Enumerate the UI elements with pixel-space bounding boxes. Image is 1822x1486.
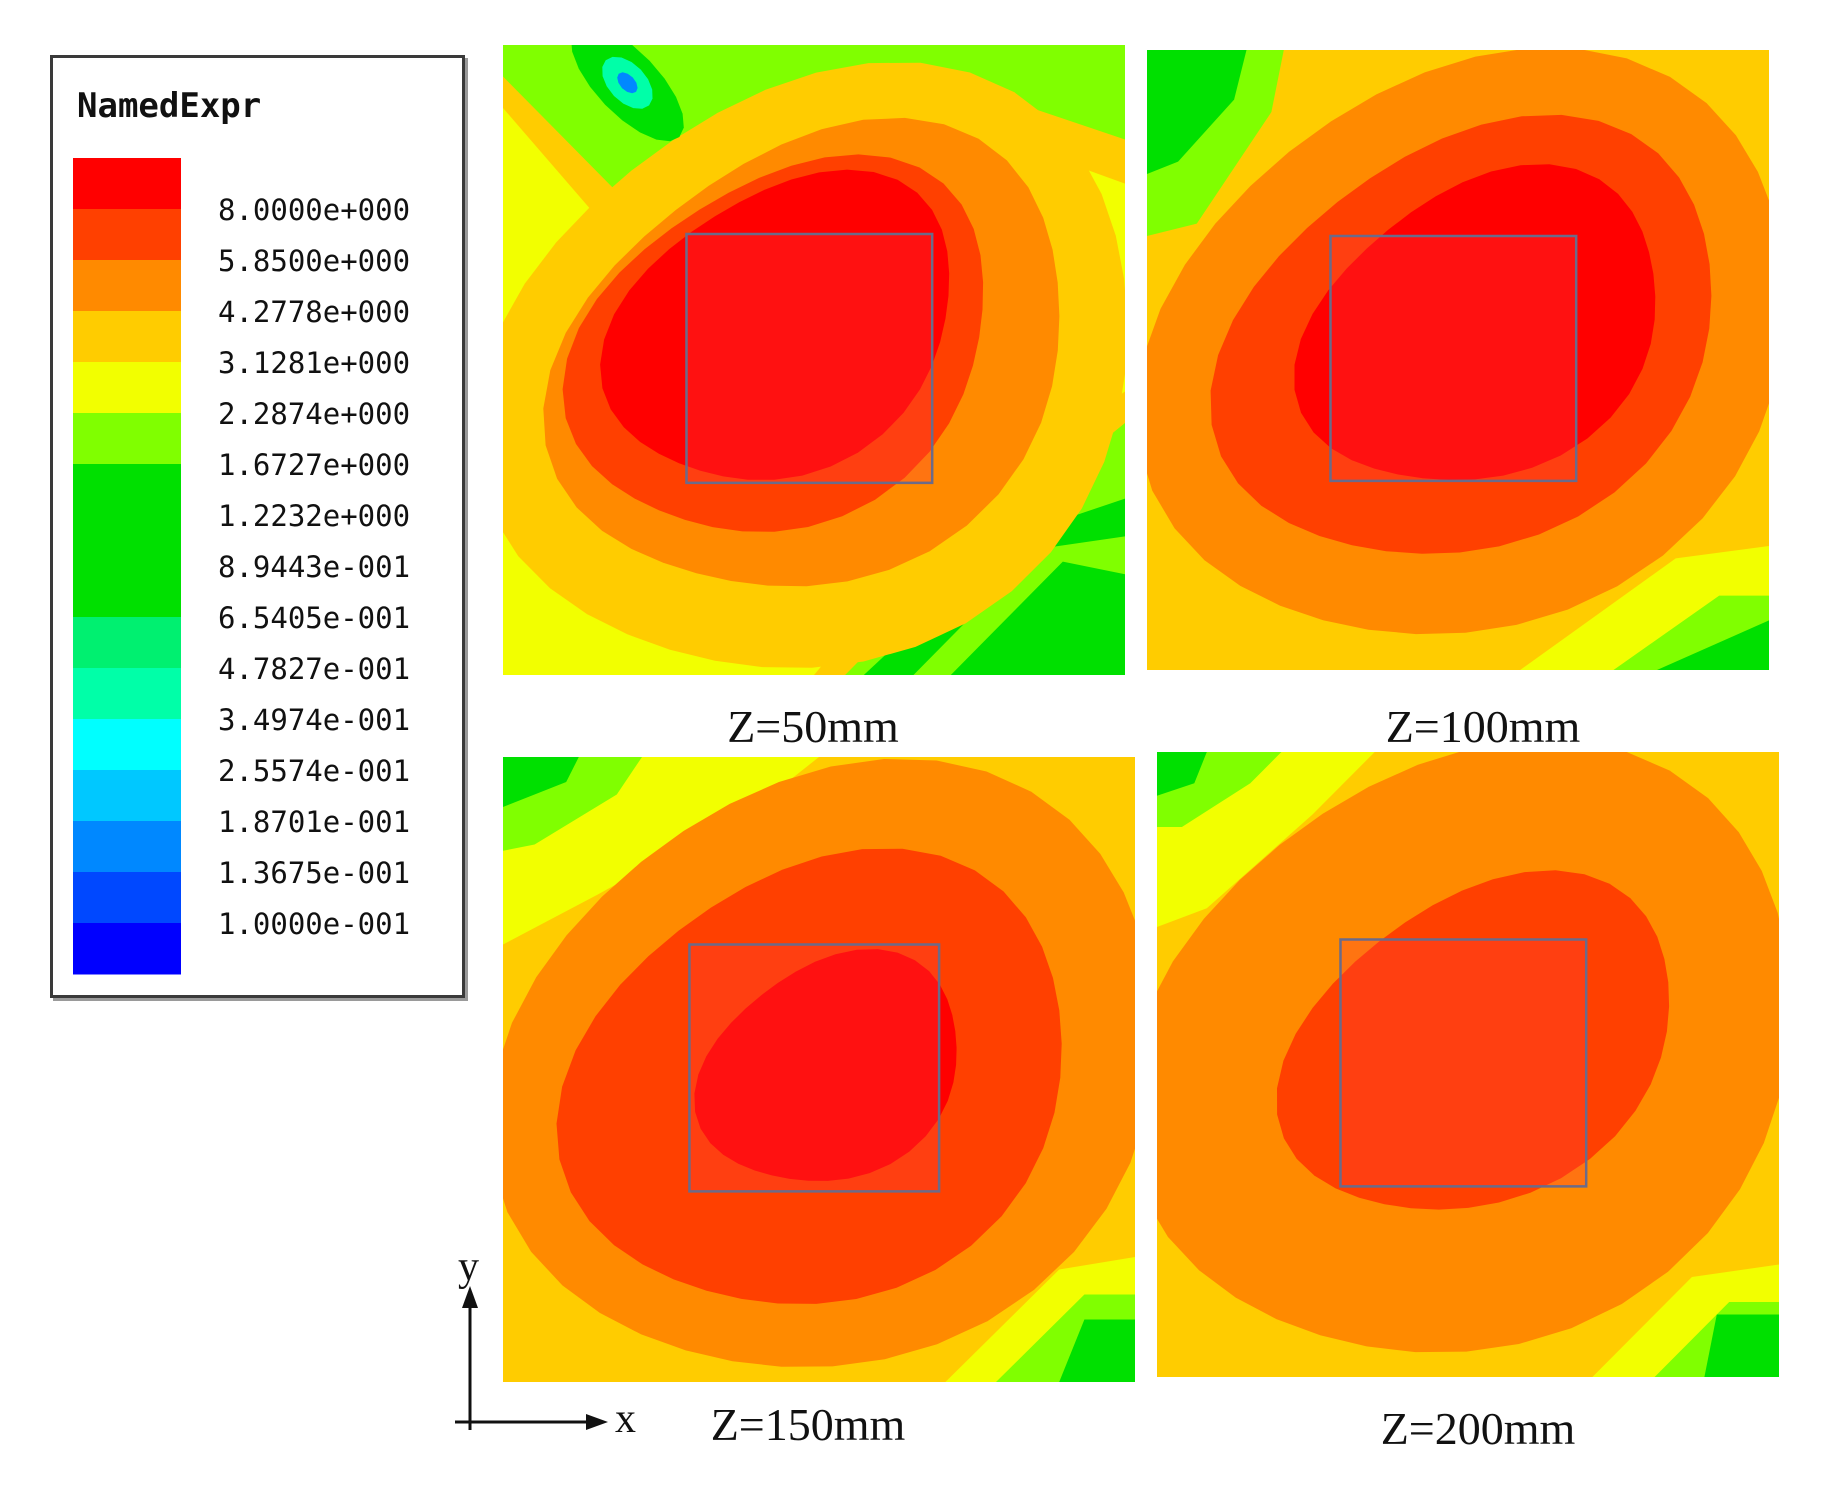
x-axis-label: x (615, 1396, 636, 1442)
legend-band-7 (73, 515, 181, 567)
sensor-square-outline (685, 232, 934, 485)
legend-band-8 (73, 566, 181, 618)
legend-band-3 (73, 311, 181, 363)
contour-region (1157, 752, 1207, 796)
legend-level-label: 1.2232e+000 (218, 499, 410, 533)
legend-level-label: 2.5574e-001 (218, 754, 410, 788)
contour-region (1277, 870, 1670, 1210)
contour-panel-z200 (1157, 752, 1779, 1377)
legend-band-5 (73, 413, 181, 465)
legend-scale: 8.0000e+000 5.8500e+000 4.2778e+000 3.1281e… (73, 158, 410, 975)
legend-band-14 (73, 872, 181, 924)
contour-region (503, 757, 579, 807)
contour-panel-z100 (1147, 50, 1769, 670)
contour-region (1059, 1319, 1135, 1382)
legend-level-label: 4.2778e+000 (218, 295, 410, 329)
panel-caption-z200: Z=200mm (1380, 1403, 1576, 1454)
legend-band-10 (73, 668, 181, 720)
legend-level-label: 1.6727e+000 (218, 448, 410, 482)
contour-region (617, 72, 638, 94)
y-axis-arrowhead (462, 1286, 478, 1308)
legend-band-0 (73, 158, 181, 210)
legend-band-6 (73, 464, 181, 516)
sensor-square-outline (1329, 234, 1578, 483)
legend-band-12 (73, 770, 181, 822)
legend-band-9 (73, 617, 181, 669)
panel-caption-z50: Z=50mm (727, 701, 899, 752)
contour-region (1704, 1314, 1779, 1377)
contour-region (694, 949, 957, 1181)
legend-level-label: 8.0000e+000 (218, 193, 410, 227)
panel-caption-z150: Z=150mm (710, 1399, 906, 1450)
legend-level-label: 2.2874e+000 (218, 397, 410, 431)
contour-region (1657, 620, 1769, 670)
legend-band-15 (73, 923, 181, 975)
legend-band-13 (73, 821, 181, 873)
legend-level-label: 6.5405e-001 (218, 601, 410, 635)
legend-title: NamedExpr (77, 86, 262, 126)
legend-band-2 (73, 260, 181, 312)
legend-level-label: 5.8500e+000 (218, 244, 410, 278)
legend-band-11 (73, 719, 181, 771)
legend-level-label: 1.3675e-001 (218, 856, 410, 890)
panel-caption-z100: Z=100mm (1385, 701, 1581, 752)
legend-level-label: 4.7827e-001 (218, 652, 410, 686)
sensor-square-outline (688, 943, 941, 1193)
axes-indicator: y x (455, 1250, 636, 1442)
legend-level-label: 3.4974e-001 (218, 703, 410, 737)
contour-panel-z50 (503, 45, 1125, 675)
x-axis-arrowhead (586, 1414, 608, 1430)
y-axis-label: y (458, 1250, 479, 1290)
legend-level-label: 3.1281e+000 (218, 346, 410, 380)
contour-region (1147, 50, 1247, 174)
legend-band-4 (73, 362, 181, 414)
legend-band-1 (73, 209, 181, 261)
sensor-square-outline (1339, 938, 1588, 1188)
contour-region (950, 561, 1125, 675)
color-legend: NamedExpr 8.0000e+000 5.8500e+000 4.2778e+… (50, 55, 465, 998)
legend-level-label: 1.0000e-001 (218, 907, 410, 941)
legend-level-label: 8.9443e-001 (218, 550, 410, 584)
contour-region (1294, 164, 1656, 480)
contour-panel-z150 (503, 757, 1135, 1382)
legend-level-label: 1.8701e-001 (218, 805, 410, 839)
